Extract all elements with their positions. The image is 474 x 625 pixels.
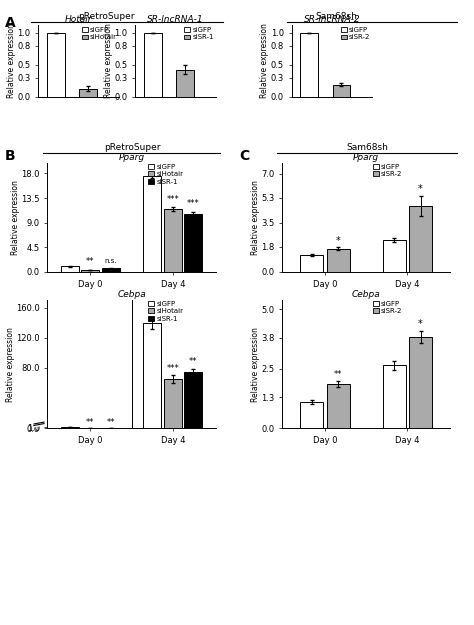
Text: A: A (5, 16, 16, 29)
Legend: siGFP, siHotair, siSR-1: siGFP, siHotair, siSR-1 (148, 301, 183, 322)
Legend: siGFP, siSR-2: siGFP, siSR-2 (341, 27, 370, 41)
Text: n.s.: n.s. (105, 258, 117, 264)
Text: *: * (418, 184, 423, 194)
Bar (409, 337, 432, 428)
Y-axis label: Relative expression: Relative expression (260, 24, 269, 98)
Title: Cebpa: Cebpa (352, 290, 381, 299)
Y-axis label: Relative expression: Relative expression (6, 327, 15, 401)
Text: *: * (418, 319, 423, 329)
Y-axis label: Relative expression: Relative expression (11, 180, 20, 254)
Text: pRetroSuper: pRetroSuper (78, 12, 135, 21)
Bar (143, 322, 161, 428)
Bar (383, 239, 406, 272)
Bar (164, 209, 182, 272)
Text: Sam68sh: Sam68sh (316, 12, 357, 21)
Bar (300, 402, 323, 428)
Legend: siGFP, siHotair: siGFP, siHotair (82, 27, 117, 41)
Bar (144, 32, 162, 97)
Bar (164, 379, 182, 428)
Text: *: * (336, 236, 340, 246)
Text: **: ** (86, 258, 94, 266)
Legend: siGFP, siSR-2: siGFP, siSR-2 (373, 164, 402, 177)
Title: SR-lncRNA-1: SR-lncRNA-1 (147, 15, 204, 24)
Title: Hotair: Hotair (64, 15, 92, 24)
Bar (61, 266, 79, 272)
Title: Cebpa: Cebpa (117, 290, 146, 299)
Y-axis label: Relative expression: Relative expression (251, 180, 260, 254)
Bar (47, 32, 64, 97)
Text: Sam68sh: Sam68sh (346, 143, 388, 152)
Text: **: ** (86, 418, 94, 427)
Bar (79, 89, 97, 97)
Y-axis label: Relative expression: Relative expression (251, 327, 260, 401)
Bar (300, 255, 323, 272)
Bar (143, 176, 161, 272)
Title: Pparg: Pparg (118, 152, 145, 162)
Bar (327, 249, 350, 272)
Legend: siGFP, siSR-1: siGFP, siSR-1 (184, 27, 214, 41)
Text: ***: *** (187, 199, 200, 209)
Bar (327, 384, 350, 428)
Bar (301, 32, 318, 97)
Title: Pparg: Pparg (353, 152, 379, 162)
Text: B: B (5, 149, 15, 162)
Title: SR-lncRNA-2: SR-lncRNA-2 (303, 15, 360, 24)
Text: **: ** (189, 357, 198, 366)
Bar (81, 270, 100, 272)
Bar (184, 372, 202, 428)
Text: ***: *** (166, 194, 179, 204)
Y-axis label: Relative expression: Relative expression (7, 24, 16, 98)
Bar (333, 84, 350, 97)
Text: C: C (239, 149, 250, 162)
Bar (383, 365, 406, 428)
Y-axis label: Relative expression: Relative expression (104, 24, 113, 98)
Text: ***: *** (166, 364, 179, 373)
Legend: siGFP, siSR-2: siGFP, siSR-2 (373, 301, 402, 314)
Legend: siGFP, siHotair, siSR-1: siGFP, siHotair, siSR-1 (148, 164, 183, 184)
Text: pRetroSuper: pRetroSuper (104, 143, 161, 152)
Bar (184, 214, 202, 272)
Bar (102, 268, 120, 272)
Bar (409, 206, 432, 272)
Text: **: ** (107, 418, 115, 427)
Text: **: ** (334, 371, 342, 379)
Bar (176, 70, 194, 97)
